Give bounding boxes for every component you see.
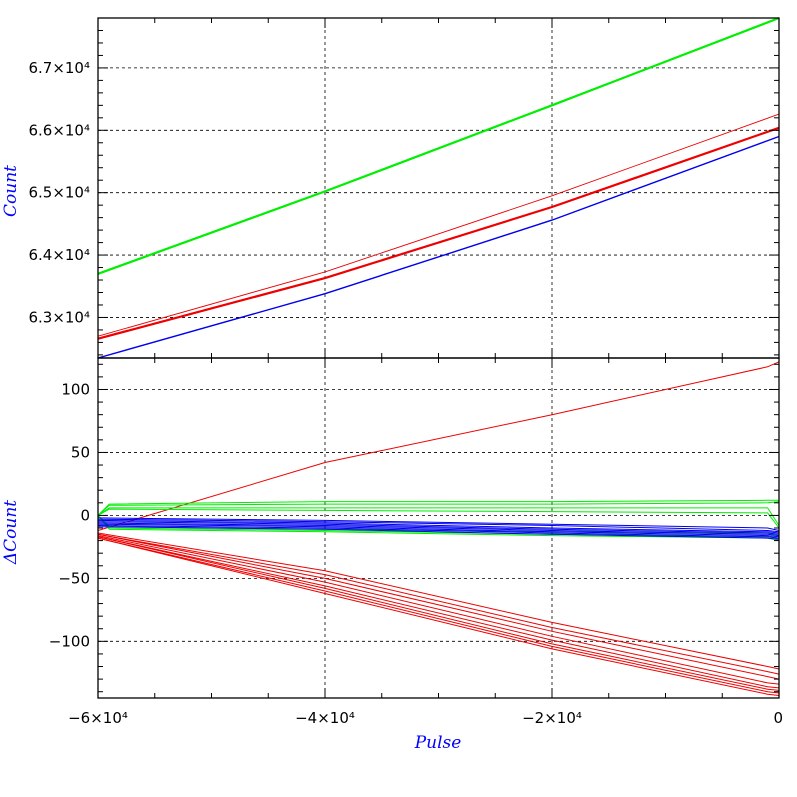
top-series-line-1 — [97, 113, 780, 337]
bottom-series-line-10 — [97, 501, 780, 516]
bottom-series-line-16 — [97, 517, 780, 531]
top-y-axis-title: Count — [1, 165, 21, 217]
x-tick-label: −2×10⁴ — [522, 709, 582, 727]
bottom-series-line-5 — [97, 536, 780, 689]
bottom-series-line-6 — [97, 536, 780, 691]
x-tick-label: −6×10⁴ — [68, 709, 128, 727]
top-y-tick-label: 6.6×10⁴ — [28, 121, 90, 139]
bottom-series-line-0 — [97, 361, 780, 531]
bottom-y-tick-label: −50 — [58, 569, 90, 587]
bottom-plot-frame — [97, 357, 780, 699]
bottom-series-line-23 — [97, 526, 780, 540]
x-axis-title: Pulse — [414, 733, 462, 753]
bottom-series-line-3 — [97, 533, 780, 680]
bottom-series-line-9 — [97, 499, 779, 516]
bottom-y-tick-label: 100 — [61, 380, 90, 398]
bottom-series-line-20 — [97, 522, 780, 537]
bottom-y-tick-label: 50 — [71, 443, 90, 461]
bottom-series-line-11 — [97, 507, 780, 526]
top-series-line-2 — [97, 126, 780, 340]
top-series-line-0 — [97, 16, 780, 275]
top-y-tick-label: 6.3×10⁴ — [28, 308, 90, 326]
top-y-tick-label: 6.4×10⁴ — [28, 246, 90, 264]
bottom-series-line-21 — [97, 523, 780, 538]
bottom-series-line-18 — [97, 519, 780, 534]
x-tick-label: 0 — [773, 709, 783, 727]
bottom-series-line-1 — [97, 532, 780, 670]
top-y-tick-label: 6.7×10⁴ — [28, 59, 90, 77]
bottom-y-tick-label: 0 — [80, 506, 90, 524]
bottom-series-line-2 — [97, 533, 780, 675]
bottom-series-line-22 — [97, 525, 780, 539]
top-series-line-3 — [97, 135, 780, 359]
top-y-tick-label: 6.5×10⁴ — [28, 184, 90, 202]
bottom-series-line-19 — [97, 521, 780, 535]
bottom-series-line-8 — [97, 537, 780, 696]
bottom-panel: −100 −50 0 50 100 −6×10⁴ −4×10⁴ −2×10⁴ 0 — [49, 357, 783, 727]
bottom-y-axis-title: ΔCount — [1, 500, 21, 565]
bottom-y-tick-label: −100 — [49, 632, 90, 650]
bottom-series-line-17 — [97, 518, 780, 533]
x-tick-label: −4×10⁴ — [295, 709, 355, 727]
top-panel: 6.3×10⁴ 6.4×10⁴ 6.5×10⁴ 6.6×10⁴ 6.7×10⁴ — [28, 16, 780, 359]
bottom-series-line-7 — [97, 537, 780, 694]
bottom-series-line-4 — [97, 535, 780, 685]
